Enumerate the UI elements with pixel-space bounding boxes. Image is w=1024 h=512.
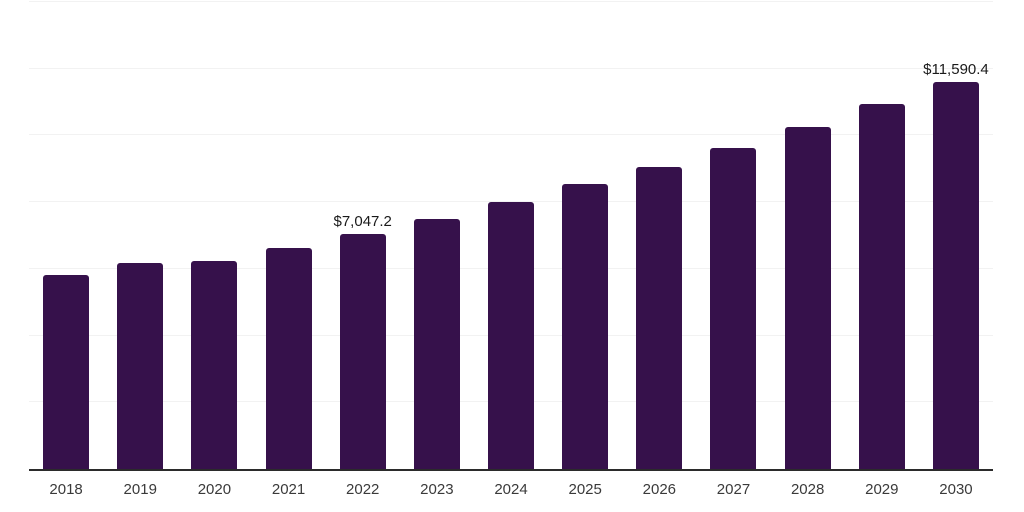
bar-slot-2022: $7,047.2 [326, 2, 400, 469]
bar-slot-2019 [103, 2, 177, 469]
bar-2019 [117, 263, 164, 469]
bar-2020 [191, 260, 238, 469]
bar-slot-2030: $11,590.4 [919, 2, 993, 469]
gridline [29, 201, 993, 203]
bar-2018 [43, 275, 90, 469]
bar-value-label-2030: $11,590.4 [923, 61, 989, 79]
x-axis-label-2027: 2027 [716, 481, 751, 498]
x-axis-label-2026: 2026 [642, 481, 677, 498]
x-axis: 2018 2019 2020 2021 2022 2023 2024 2025 2026 2027… [29, 482, 993, 497]
x-axis-label-2029: 2029 [865, 481, 899, 498]
gridline [29, 1, 993, 2]
x-axis-label-2020: 2020 [197, 481, 232, 498]
bar-slot-2026 [622, 2, 696, 469]
bar-slot-2025 [548, 2, 622, 469]
x-axis-label-2030: 2030 [939, 481, 973, 498]
bar-value-label-2022: $7,047.2 [333, 212, 392, 230]
bar-slot-2018 [29, 2, 103, 469]
bar-2023 [413, 219, 460, 469]
plot-area: $7,047.2 $11,590.4 [29, 1, 993, 471]
x-axis-label-2025: 2025 [568, 481, 602, 498]
bar-slot-2020 [177, 2, 251, 469]
bar-2029 [858, 104, 905, 469]
bar-2030 [932, 82, 979, 469]
bar-2021 [265, 247, 312, 469]
x-axis-label-2024: 2024 [494, 481, 528, 498]
bar-2027 [710, 148, 757, 469]
bars-row: $7,047.2 $11,590.4 [29, 2, 993, 469]
bar-slot-2027 [696, 2, 770, 469]
bar-2025 [562, 184, 609, 469]
bar-2024 [488, 201, 535, 469]
x-axis-label-2019: 2019 [123, 481, 157, 498]
bar-slot-2029 [845, 2, 919, 469]
x-axis-label-2018: 2018 [49, 481, 83, 498]
x-axis-label-2021: 2021 [271, 481, 306, 498]
bar-2028 [784, 127, 831, 469]
bar-slot-2021 [251, 2, 325, 469]
gridline [29, 134, 993, 136]
bar-slot-2023 [400, 2, 474, 469]
x-axis-label-2028: 2028 [790, 481, 825, 498]
bar-slot-2024 [474, 2, 548, 469]
bar-slot-2028 [771, 2, 845, 469]
x-axis-label-2022: 2022 [346, 481, 380, 498]
bar-2022 [339, 233, 386, 469]
gridline [29, 67, 993, 69]
x-axis-label-2023: 2023 [420, 481, 454, 498]
bar-2026 [636, 166, 683, 469]
